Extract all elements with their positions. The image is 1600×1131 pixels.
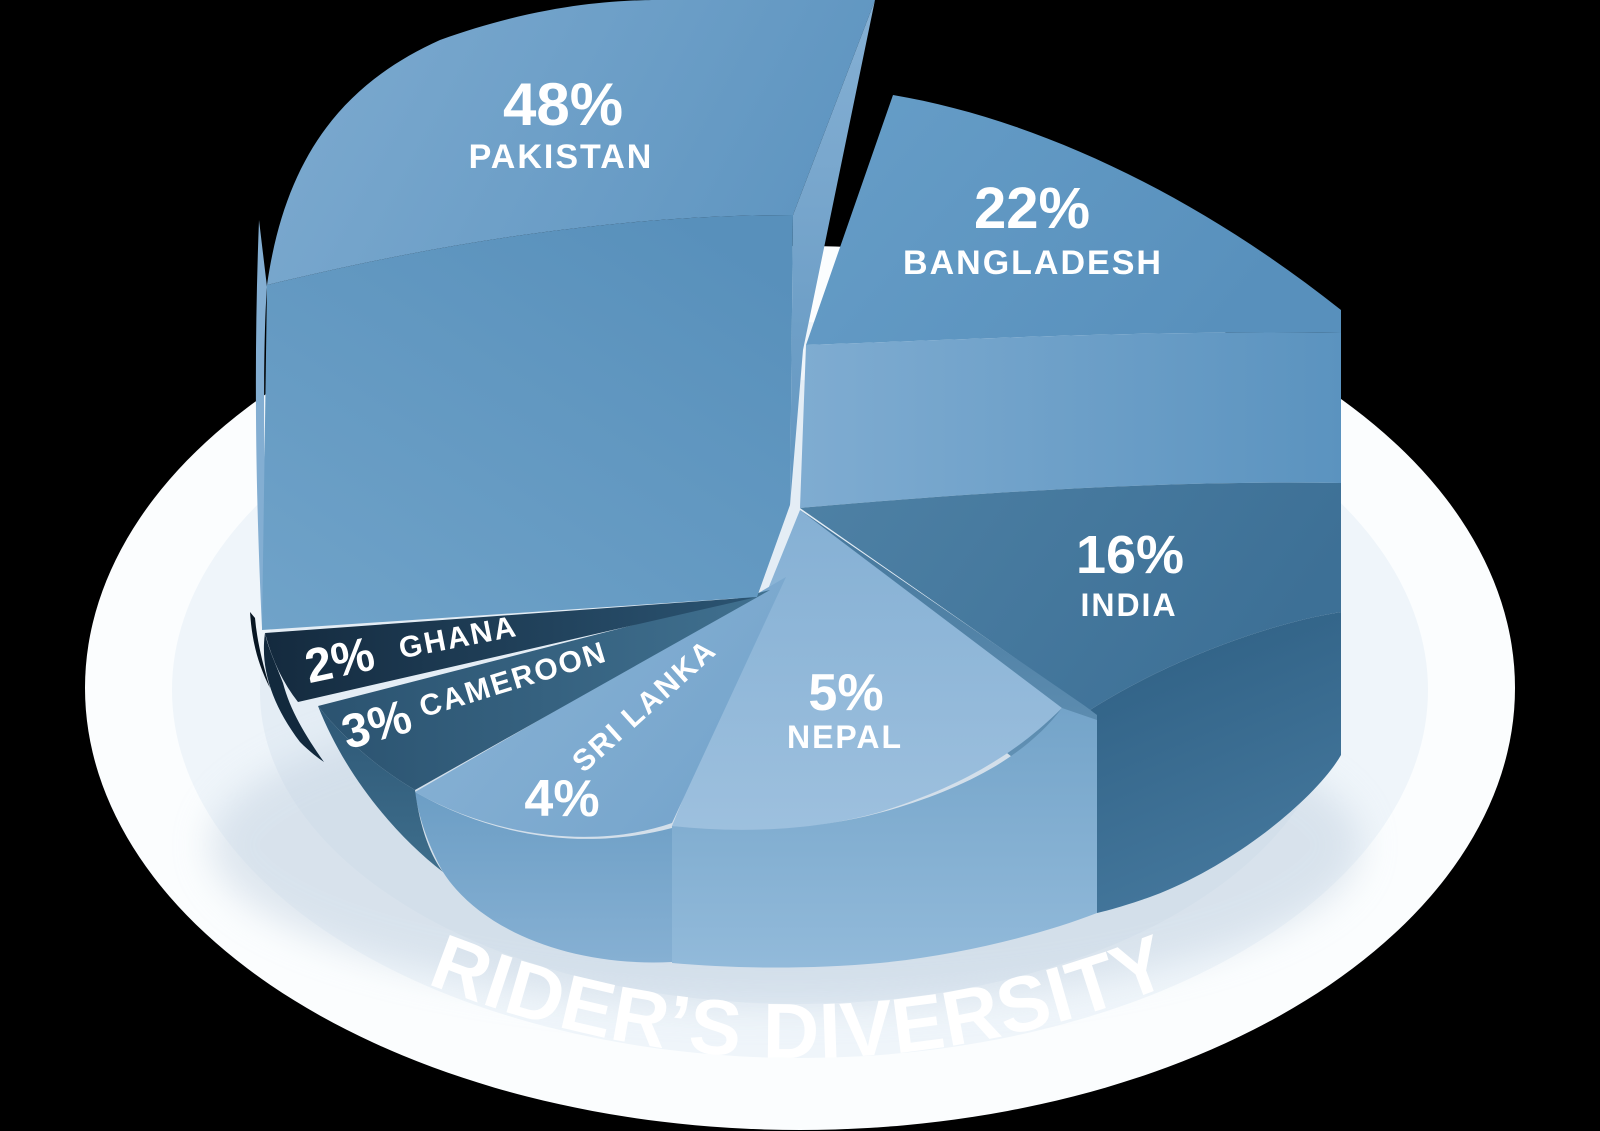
ghana-shadow-sliver <box>250 612 270 688</box>
pie-slice-cameroon <box>318 590 770 872</box>
pakistan-percent-label: 48% <box>503 71 623 138</box>
pie-slice-bangladesh <box>800 95 1341 508</box>
sri-lanka-top-face <box>415 577 786 837</box>
pie <box>250 0 1341 968</box>
pakistan-top-face <box>267 0 875 285</box>
cameroon-front-face <box>318 706 443 872</box>
pie-slice-sri-lanka <box>415 577 786 963</box>
bangladesh-percent-label: 22% <box>974 176 1090 241</box>
nepal-front-face <box>672 708 1097 968</box>
ghana-front-face <box>263 633 324 762</box>
bangladesh-country-label: BANGLADESH <box>903 244 1163 282</box>
nepal-country-label: NEPAL <box>787 719 903 755</box>
pie-slice-ghana <box>250 597 757 762</box>
india-top-face <box>800 482 1341 710</box>
ghana-top-face <box>265 597 757 702</box>
pie-slice-india <box>800 482 1341 913</box>
bangladesh-top-face <box>806 95 1341 345</box>
bangladesh-front-face <box>800 332 1341 508</box>
cameroon-top-face <box>318 590 770 790</box>
pakistan-cut-side-face <box>790 0 875 505</box>
india-country-label: INDIA <box>1080 587 1177 623</box>
nepal-percent-label: 5% <box>808 664 883 722</box>
sri-lanka-front-face <box>415 792 672 963</box>
pakistan-country-label: PAKISTAN <box>469 138 654 176</box>
india-percent-label: 16% <box>1076 525 1184 585</box>
sri-lanka-percent-label: 4% <box>524 770 599 828</box>
pie-slice-pakistan <box>255 0 875 630</box>
india-front-face <box>1090 612 1341 913</box>
pakistan-front-face <box>262 215 793 630</box>
